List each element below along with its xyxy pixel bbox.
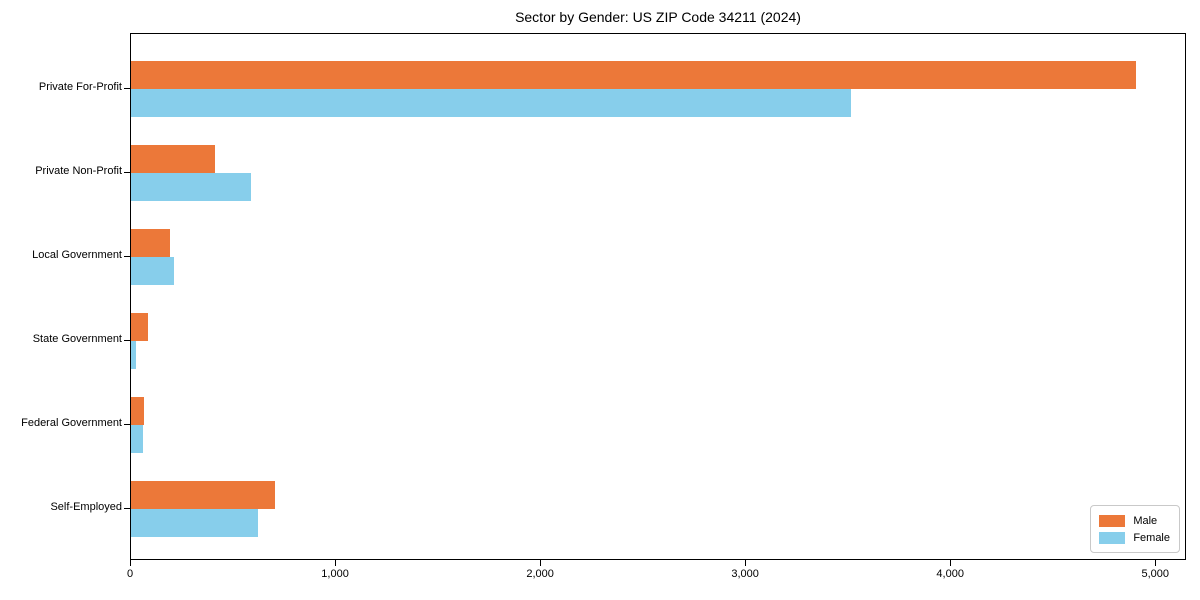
- bar-female-self-employed: [131, 509, 258, 537]
- y-axis-label-local-government: Local Government: [32, 249, 122, 261]
- bar-male-private-for-profit: [131, 61, 1136, 89]
- bar-female-private-non-profit: [131, 173, 251, 201]
- x-tick-3000: [745, 560, 747, 566]
- y-tick-state-government: [124, 340, 130, 342]
- x-tick-label-4000: 4,000: [936, 568, 964, 580]
- y-tick-private-for-profit: [124, 88, 130, 90]
- legend-entry-male: Male: [1099, 512, 1170, 529]
- bar-male-self-employed: [131, 481, 275, 509]
- bar-male-private-non-profit: [131, 145, 215, 173]
- x-tick-label-0: 0: [126, 568, 134, 580]
- y-tick-private-non-profit: [124, 172, 130, 174]
- bar-male-state-government: [131, 313, 148, 341]
- x-tick-5000: [1155, 560, 1157, 566]
- x-tick-label-3000: 3,000: [731, 568, 759, 580]
- legend-label-female: Female: [1133, 531, 1170, 544]
- legend-box: Male Female: [1090, 505, 1180, 553]
- bar-female-local-government: [131, 257, 174, 285]
- plot-area: Male Female: [130, 33, 1186, 560]
- y-tick-self-employed: [124, 508, 130, 510]
- y-axis-label-private-for-profit: Private For-Profit: [38, 81, 122, 93]
- bar-female-federal-government: [131, 425, 143, 453]
- y-axis-label-private-non-profit: Private Non-Profit: [35, 165, 122, 177]
- x-tick-label-1000: 1,000: [321, 568, 349, 580]
- bar-female-state-government: [131, 341, 136, 369]
- y-axis-label-state-government: State Government: [32, 333, 122, 345]
- y-axis-label-self-employed: Self-Employed: [50, 501, 122, 513]
- legend-entry-female: Female: [1099, 529, 1170, 546]
- bar-male-federal-government: [131, 397, 144, 425]
- bar-male-local-government: [131, 229, 170, 257]
- x-tick-0: [130, 560, 132, 566]
- x-tick-label-2000: 2,000: [526, 568, 554, 580]
- x-tick-1000: [335, 560, 337, 566]
- x-tick-4000: [950, 560, 952, 566]
- legend-swatch-male: [1099, 514, 1126, 527]
- bar-female-private-for-profit: [131, 89, 851, 117]
- x-tick-label-5000: 5,000: [1141, 568, 1169, 580]
- x-tick-2000: [540, 560, 542, 566]
- chart-title: Sector by Gender: US ZIP Code 34211 (202…: [515, 9, 801, 25]
- y-tick-federal-government: [124, 424, 130, 426]
- y-tick-local-government: [124, 256, 130, 258]
- y-axis-label-federal-government: Federal Government: [21, 417, 122, 429]
- legend-label-male: Male: [1133, 514, 1158, 527]
- legend-swatch-female: [1099, 531, 1126, 544]
